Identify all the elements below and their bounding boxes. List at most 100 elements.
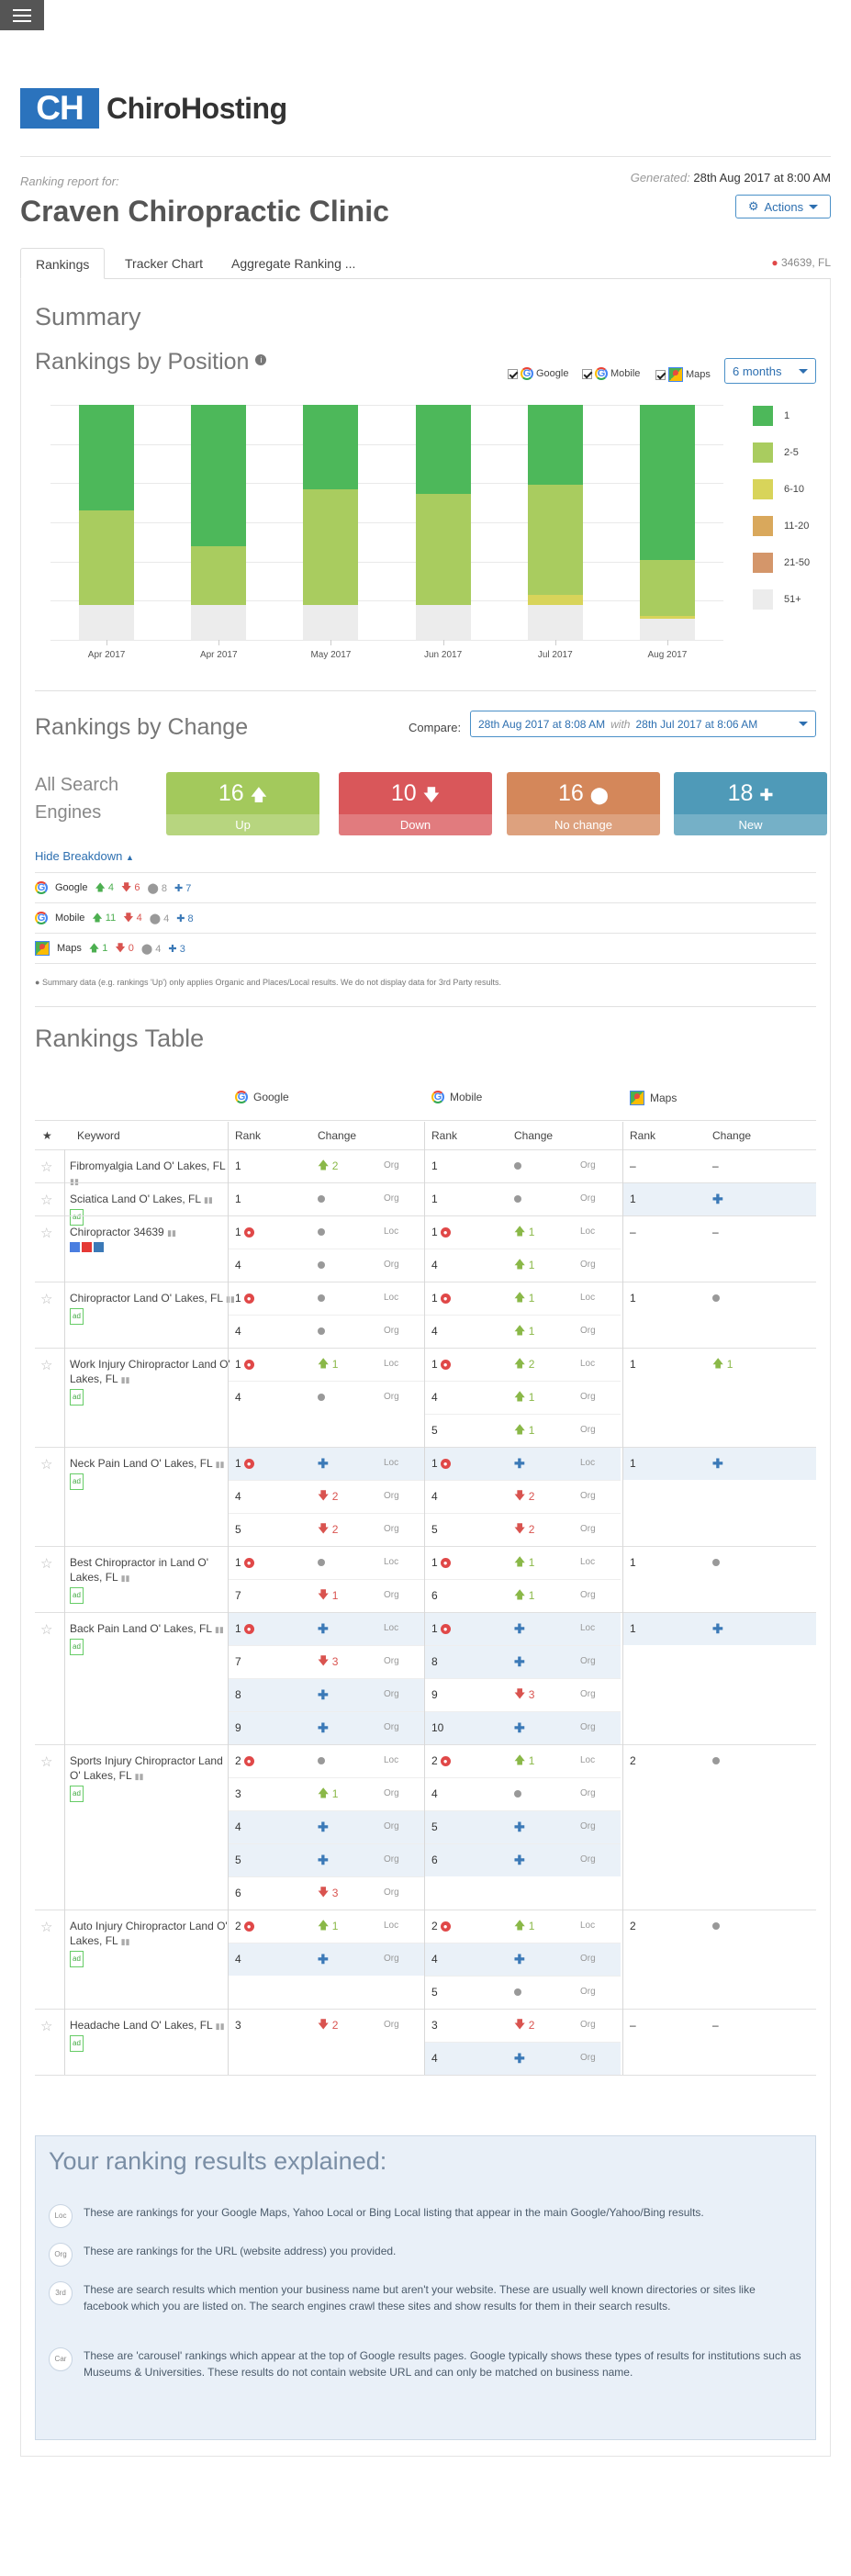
tab-rankings[interactable]: Rankings (20, 248, 106, 279)
checkbox[interactable] (508, 368, 518, 379)
star-icon[interactable]: ☆ (40, 1358, 53, 1373)
bar-segment[interactable] (527, 485, 583, 596)
sub-row-divider (228, 1480, 424, 1481)
bar-segment[interactable] (527, 604, 583, 640)
rank-value: 1 (431, 1193, 438, 1205)
legend-item[interactable]: 11-20 (753, 516, 809, 536)
legend-item[interactable]: 6-10 (753, 479, 804, 499)
bar-segment[interactable] (639, 616, 695, 619)
change-card-up[interactable]: 16 🡅 Up (166, 772, 319, 835)
change-cell: ✚ (318, 1843, 329, 1876)
keyword-cell[interactable]: Chiropractor 34639 ▮▮ (70, 1225, 235, 1252)
star-icon[interactable]: ☆ (40, 1193, 53, 1208)
result-type: Org (384, 1524, 399, 1534)
change-card-no-change[interactable]: 16 ⬤ No change (507, 772, 660, 835)
chart-icon[interactable]: ▮▮ (203, 1195, 213, 1204)
keyword-cell[interactable]: Work Injury Chiropractor Land O' Lakes, … (70, 1357, 235, 1406)
chart-icon[interactable]: ▮▮ (167, 1228, 176, 1238)
chart-icon[interactable]: ▮▮ (214, 1625, 224, 1634)
star-icon[interactable]: ☆ (40, 2019, 53, 2034)
checkbox[interactable] (655, 369, 666, 380)
result-type-icons (70, 1242, 235, 1252)
bar-segment[interactable] (415, 494, 471, 605)
checkbox[interactable] (582, 368, 592, 379)
bar-segment[interactable] (79, 510, 135, 605)
filter-google[interactable]: G Google (508, 367, 568, 380)
image-icon (94, 1242, 104, 1252)
bar-segment[interactable] (527, 405, 583, 486)
up-value: 11 (105, 912, 117, 924)
bar-segment[interactable] (79, 405, 135, 511)
circle-icon: ⬤ (589, 786, 609, 804)
keyword-cell[interactable]: Headache Land O' Lakes, FL ▮▮ ad (70, 2018, 235, 2052)
menu-button[interactable] (0, 0, 44, 30)
legend-item[interactable]: 21-50 (753, 553, 810, 573)
change-cell: ✚ (318, 1711, 329, 1744)
legend-item[interactable]: 1 (753, 406, 789, 426)
chart-icon[interactable]: ▮▮ (225, 1294, 235, 1304)
star-icon[interactable]: ☆ (40, 1292, 53, 1307)
bar-segment[interactable] (415, 604, 471, 640)
keyword-cell[interactable]: Sports Injury Chiropractor Land O' Lakes… (70, 1753, 235, 1802)
hide-breakdown-link[interactable]: Hide Breakdown ▲ (35, 849, 134, 863)
chart-icon[interactable]: ▮▮ (120, 1574, 130, 1583)
tab-aggregate-ranking[interactable]: Aggregate Ranking ... (231, 256, 356, 271)
bar-segment[interactable] (303, 405, 359, 490)
new-highlight (424, 1613, 621, 1645)
keyword-cell[interactable]: Auto Injury Chiropractor Land O' Lakes, … (70, 1919, 235, 1967)
rank-value: 4 (431, 1490, 438, 1503)
up-arrow-icon: 🡅 (514, 1323, 526, 1337)
star-icon[interactable]: ☆ (40, 1754, 53, 1770)
chart-icon[interactable]: ▮▮ (215, 2022, 225, 2031)
filter-mobile[interactable]: G Mobile (582, 367, 640, 380)
chart-icon[interactable]: ▮▮ (215, 1460, 225, 1469)
keyword-cell[interactable]: Fibromyalgia Land O' Lakes, FL ▮▮ (70, 1159, 235, 1189)
star-icon[interactable]: ☆ (40, 1457, 53, 1473)
actions-button[interactable]: ⚙ Actions (735, 195, 831, 218)
star-icon[interactable]: ☆ (40, 1556, 53, 1572)
chart-icon[interactable]: ▮▮ (120, 1375, 130, 1384)
rank-cell: 1 (235, 1149, 241, 1182)
bar-segment[interactable] (527, 595, 583, 605)
bar-segment[interactable] (303, 604, 359, 640)
keyword-cell[interactable]: Best Chiropractor in Land O' Lakes, FL ▮… (70, 1555, 235, 1604)
keyword-cell[interactable]: Chiropractor Land O' Lakes, FL ▮▮ ad (70, 1291, 235, 1325)
bar-segment[interactable] (639, 405, 695, 560)
bar-segment[interactable] (79, 604, 135, 640)
legend-item[interactable]: 51+ (753, 589, 801, 610)
rank-value: 4 (431, 1787, 438, 1800)
change-card-down[interactable]: 10 🡇 Down (339, 772, 492, 835)
compare-select[interactable]: 28th Aug 2017 at 8:08 AM with 28th Jul 201… (470, 711, 816, 737)
keyword-cell[interactable]: Neck Pain Land O' Lakes, FL ▮▮ ad (70, 1456, 235, 1490)
period-select[interactable]: 6 months (724, 358, 816, 384)
legend-label: 11-20 (784, 521, 810, 532)
star-icon[interactable]: ☆ (40, 1159, 53, 1175)
info-icon[interactable]: i (255, 354, 267, 365)
filter-maps[interactable]: Maps (655, 367, 711, 382)
star-icon[interactable]: ☆ (40, 1226, 53, 1241)
chart-icon[interactable]: ▮▮ (70, 1177, 79, 1186)
bar-segment[interactable] (191, 405, 247, 546)
new-value: 7 (185, 882, 192, 894)
keyword-cell[interactable]: Back Pain Land O' Lakes, FL ▮▮ ad (70, 1621, 235, 1655)
bar-segment[interactable] (191, 545, 247, 605)
tab-tracker-chart[interactable]: Tracker Chart (125, 256, 204, 271)
bar-segment[interactable] (303, 489, 359, 605)
bar-segment[interactable] (639, 559, 695, 617)
keyword-cell[interactable]: Sciatica Land O' Lakes, FL ▮▮ ad (70, 1192, 235, 1226)
bar-segment[interactable] (191, 604, 247, 640)
star-icon[interactable]: ☆ (40, 1920, 53, 1935)
bar-segment[interactable] (639, 618, 695, 640)
up-arrow-icon: 🡅 (514, 1587, 526, 1601)
change-cell: 🡇 3 (318, 1645, 338, 1678)
bar-segment[interactable] (415, 405, 471, 495)
rank-value: 1 (235, 1292, 241, 1305)
users-icon (70, 1242, 80, 1252)
star-icon[interactable]: ☆ (40, 1622, 53, 1638)
chart-icon[interactable]: ▮▮ (134, 1772, 144, 1781)
local-pin-icon: ● (440, 1226, 451, 1238)
chart-icon[interactable]: ▮▮ (120, 1937, 130, 1946)
legend-item[interactable]: 2-5 (753, 442, 799, 463)
change-card-new[interactable]: 18 ✚ New (674, 772, 827, 835)
rank-value: 9 (235, 1721, 241, 1734)
